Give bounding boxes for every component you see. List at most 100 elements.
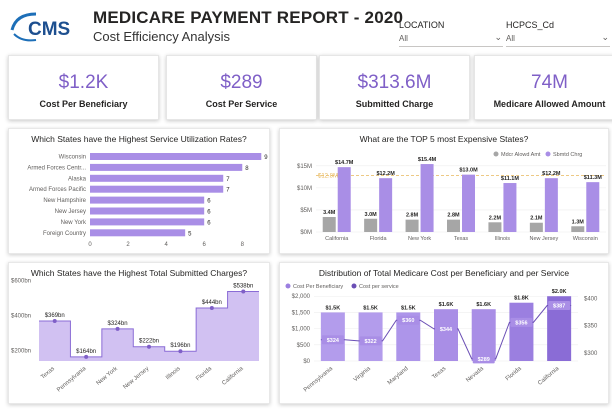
cms-logo: CMS <box>6 6 86 46</box>
y-tick-label: Wisconsin <box>59 155 86 161</box>
line-data-label: $289 <box>478 357 490 363</box>
x-tick-label: Pennsylvania <box>303 366 335 394</box>
x-tick-label: Florida <box>370 236 388 242</box>
x-tick-label: Nevada <box>465 366 485 384</box>
data-label: 2.8M <box>447 213 460 219</box>
y-tick-label: $400bn <box>11 314 31 320</box>
line-label-box <box>472 354 495 364</box>
y-tick-label: Foreign Country <box>43 231 86 237</box>
y-tick-label: $500 <box>297 343 311 349</box>
bar-submitted-charge <box>586 182 600 232</box>
y-tick-label: Armed Forces Centr... <box>27 165 86 171</box>
location-filter[interactable]: LOCATION All ⌄ <box>399 20 503 47</box>
x-tick-label: 4 <box>164 242 168 248</box>
kpi-label: Medicare Allowed Amount <box>493 99 606 109</box>
data-label: $1.8K <box>514 296 529 302</box>
chevron-down-icon[interactable]: ⌄ <box>494 32 502 42</box>
y-tick-label: $0 <box>303 359 310 365</box>
y-tick-label: $0M <box>300 230 312 236</box>
data-label: 7 <box>226 188 230 194</box>
bar-submitted-charge <box>462 174 475 232</box>
data-label: $1.5K <box>401 305 416 311</box>
bar <box>90 153 262 160</box>
bar <box>90 185 224 193</box>
x-tick-label: New Jersey <box>122 366 150 391</box>
bar-allowed-amount <box>488 222 502 232</box>
hcpcs-filter-select[interactable]: All ⌄ <box>506 32 610 47</box>
data-label: $12.2M <box>376 171 395 177</box>
x-tick-label: Virginia <box>353 366 373 384</box>
data-point <box>209 305 214 310</box>
y-tick-label: $200bn <box>11 349 31 355</box>
data-label: 2.2M <box>489 215 502 221</box>
data-label: $13.0M <box>459 168 478 174</box>
x-tick-label: Pennsylvania <box>56 366 88 394</box>
data-label: 2.8M <box>406 213 419 219</box>
bar-allowed-amount <box>447 219 460 232</box>
kpi-card-allowed-amount: 74M Medicare Allowed Amount <box>474 55 612 120</box>
legend-marker <box>545 151 551 157</box>
legend-marker <box>493 151 499 157</box>
line-label-box <box>548 301 571 311</box>
y-tick-label: New York <box>61 220 87 226</box>
bar-allowed-amount <box>364 218 378 232</box>
data-label: $369bn <box>45 313 65 319</box>
data-point <box>147 344 151 349</box>
y-tick-label: $5M <box>300 208 312 214</box>
x-tick-label: New York <box>96 365 120 387</box>
bar-submitted-charge <box>420 164 434 232</box>
data-label: $1.5K <box>326 305 341 311</box>
bar-allowed-amount <box>405 219 419 232</box>
line-data-label: $322 <box>364 339 376 345</box>
data-label: $15.4M <box>418 157 437 163</box>
kpi-value: $1.2K <box>58 72 109 93</box>
bar-allowed-amount <box>322 217 336 232</box>
data-label: $11.3M <box>584 175 602 181</box>
bar <box>90 174 224 182</box>
bar-allowed-amount <box>571 226 585 232</box>
kpi-label: Submitted Charge <box>355 99 434 109</box>
line-data-label: $356 <box>515 320 527 326</box>
x-tick-label: New York <box>408 236 431 242</box>
svg-text:CMS: CMS <box>28 19 70 40</box>
hcpcs-filter-label: HCPCS_Cd <box>506 20 555 30</box>
location-filter-select[interactable]: All ⌄ <box>399 32 503 47</box>
data-label: $222bn <box>139 339 159 345</box>
data-label: 2.1M <box>530 216 543 222</box>
data-label: 6 <box>207 210 211 216</box>
data-label: 1.3M <box>572 219 585 225</box>
data-label: 3.0M <box>365 212 378 218</box>
data-label: $538bn <box>233 284 253 290</box>
chevron-down-icon[interactable]: ⌄ <box>601 32 609 42</box>
x-tick-label: Florida <box>195 366 213 383</box>
x-tick-label: New Jersey <box>529 236 558 242</box>
chart-title: What are the TOP 5 most Expensive States… <box>359 134 529 144</box>
utilization-chart-panel: Which States have the Highest Service Ut… <box>8 128 270 254</box>
location-filter-label: LOCATION <box>399 20 445 30</box>
data-label: 6 <box>207 220 211 226</box>
utilization-chart: Wisconsin 9 Armed Forces Centr... 8 Alaska 7 A… <box>27 153 268 248</box>
data-point <box>52 319 57 324</box>
data-label: 8 <box>245 166 249 172</box>
x-tick-label: Wisconsin <box>573 236 598 242</box>
bar-submitted-charge <box>379 178 393 232</box>
data-label: $444bn <box>202 300 222 306</box>
bar <box>90 229 186 237</box>
x-tick-label: 0 <box>88 242 92 248</box>
report-title: MEDICARE PAYMENT REPORT - 2020 <box>93 8 404 27</box>
data-label: 5 <box>188 231 192 237</box>
y-tick-label: $2,000 <box>292 294 311 300</box>
legend-label: Mdcr Alowd Amt <box>501 152 541 158</box>
line-label-box <box>435 324 457 334</box>
x-tick-label: Texas <box>40 366 56 381</box>
reference-label: $12.8M <box>318 174 338 180</box>
hcpcs-filter[interactable]: HCPCS_Cd All ⌄ <box>506 20 610 47</box>
area-fill <box>39 291 259 361</box>
data-label: $2.0K <box>552 289 567 295</box>
x-tick-label: Florida <box>505 366 523 383</box>
data-label: 6 <box>207 199 211 205</box>
data-label: $1.5K <box>363 305 378 311</box>
line-data-label: $360 <box>402 318 414 324</box>
y2-tick-label: $400 <box>584 296 598 302</box>
y-tick-label: $600bn <box>11 279 31 285</box>
